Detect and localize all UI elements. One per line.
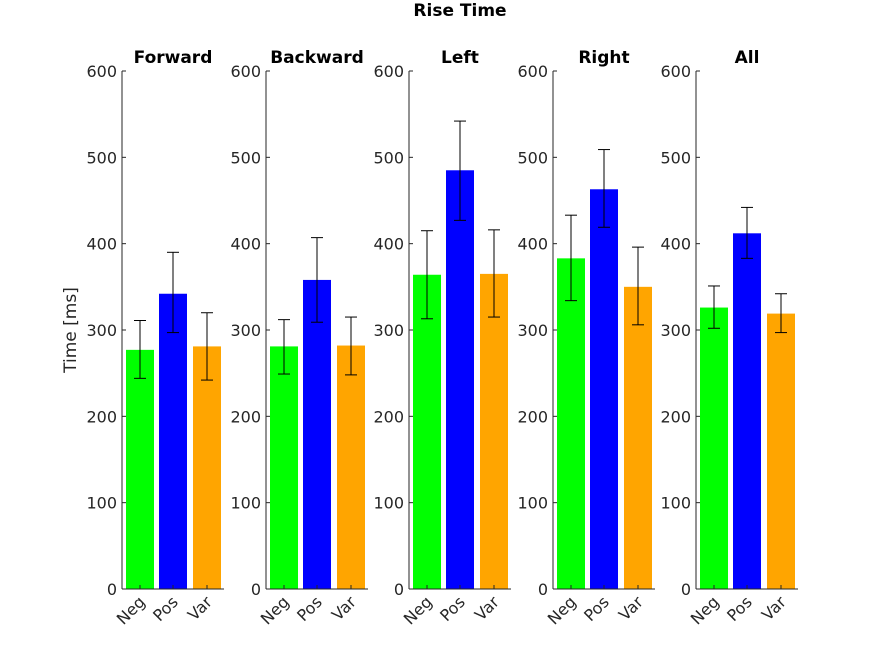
x-tick-label-pos: Pos	[580, 592, 613, 625]
y-tick-label: 200	[230, 407, 261, 426]
y-tick-label: 0	[107, 580, 117, 599]
x-tick-label-neg: Neg	[544, 592, 580, 628]
y-tick-label: 0	[394, 580, 404, 599]
y-tick-label: 600	[660, 62, 691, 81]
x-tick-label-pos: Pos	[293, 592, 326, 625]
x-tick-label-neg: Neg	[687, 592, 723, 628]
panel-right: 0 100 200 300 400 500 600 Neg Pos Var Right	[517, 48, 655, 628]
x-tick-label-neg: Neg	[113, 592, 149, 628]
y-tick-label: 200	[517, 407, 548, 426]
x-tick-label-var: Var	[758, 592, 790, 624]
y-tick-label: 400	[86, 235, 117, 254]
y-tick-label: 200	[373, 407, 404, 426]
y-tick-label: 300	[86, 321, 117, 340]
bar-neg	[700, 307, 728, 589]
error-bar-neg	[278, 319, 290, 375]
x-tick-label-pos: Pos	[149, 592, 182, 625]
y-tick-label: 500	[86, 148, 117, 167]
error-bar-pos	[167, 251, 179, 334]
bar-var	[337, 345, 365, 589]
y-tick-label: 0	[681, 580, 691, 599]
y-tick-label: 300	[517, 321, 548, 340]
y-tick-label: 200	[660, 407, 691, 426]
panel-title: Right	[578, 48, 629, 68]
bar-pos	[446, 170, 474, 590]
bar-var	[767, 313, 795, 589]
error-bar-neg	[134, 320, 146, 379]
y-tick-label: 600	[86, 62, 117, 81]
y-tick-label: 500	[373, 148, 404, 167]
error-bar-neg	[421, 230, 433, 320]
y-tick-label: 400	[230, 235, 261, 254]
x-tick-label-pos: Pos	[723, 592, 756, 625]
x-tick-label-var: Var	[471, 592, 503, 624]
bar-neg	[270, 346, 298, 589]
error-bar-neg	[708, 285, 720, 329]
error-bar-var	[345, 316, 357, 376]
panel-title: Left	[441, 48, 479, 68]
y-tick-label: 500	[517, 148, 548, 167]
error-bar-neg	[565, 214, 577, 302]
y-tick-label: 100	[660, 494, 691, 513]
error-bar-pos	[311, 237, 323, 323]
panel-backward: 0 100 200 300 400 500 600 Neg Pos Var Backward	[230, 48, 368, 628]
error-bar-var	[488, 229, 500, 318]
error-bar-var	[632, 246, 644, 326]
y-tick-label: 400	[660, 235, 691, 254]
bar-pos	[159, 293, 187, 589]
panel-forward: 0 100 200 300 400 500 600 Neg Pos Var Forward Time …	[61, 48, 224, 628]
y-tick-label: 600	[373, 62, 404, 81]
y-tick-label: 600	[230, 62, 261, 81]
y-tick-label: 500	[660, 148, 691, 167]
x-tick-label-var: Var	[328, 592, 360, 624]
y-tick-label: 0	[538, 580, 548, 599]
bar-var	[624, 286, 652, 589]
y-tick-label: 100	[373, 494, 404, 513]
y-tick-label: 0	[251, 580, 261, 599]
bar-neg	[557, 258, 585, 589]
y-tick-label: 300	[230, 321, 261, 340]
bar-neg	[126, 349, 154, 589]
bar-pos	[303, 279, 331, 589]
panel-title: All	[735, 48, 760, 68]
y-tick-label: 100	[86, 494, 117, 513]
panel-title: Backward	[270, 48, 364, 68]
panel-left: 0 100 200 300 400 500 600 Neg Pos Var Left	[373, 48, 511, 628]
y-axis-label: Time [ms]	[61, 287, 81, 374]
bar-var	[480, 273, 508, 589]
error-bar-var	[201, 312, 213, 381]
bar-neg	[413, 274, 441, 589]
x-tick-label-var: Var	[184, 592, 216, 624]
y-tick-label: 200	[86, 407, 117, 426]
bar-var	[193, 346, 221, 589]
x-tick-label-neg: Neg	[257, 592, 293, 628]
x-tick-label-pos: Pos	[436, 592, 469, 625]
x-tick-label-var: Var	[615, 592, 647, 624]
y-tick-label: 600	[517, 62, 548, 81]
y-tick-label: 100	[230, 494, 261, 513]
y-tick-label: 300	[660, 321, 691, 340]
y-tick-label: 300	[373, 321, 404, 340]
y-tick-label: 400	[373, 235, 404, 254]
y-tick-label: 500	[230, 148, 261, 167]
error-bar-pos	[741, 206, 753, 259]
panel-all: 0 100 200 300 400 500 600 Neg Pos Var All	[660, 48, 798, 628]
bar-pos	[590, 189, 618, 589]
error-bar-pos	[598, 149, 610, 228]
y-tick-label: 100	[517, 494, 548, 513]
panel-title: Forward	[134, 48, 213, 68]
bar-pos	[733, 233, 761, 589]
error-bar-var	[775, 293, 787, 334]
x-tick-label-neg: Neg	[400, 592, 436, 628]
y-tick-label: 400	[517, 235, 548, 254]
error-bar-pos	[454, 120, 466, 221]
figure-title: Rise Time	[413, 1, 506, 21]
